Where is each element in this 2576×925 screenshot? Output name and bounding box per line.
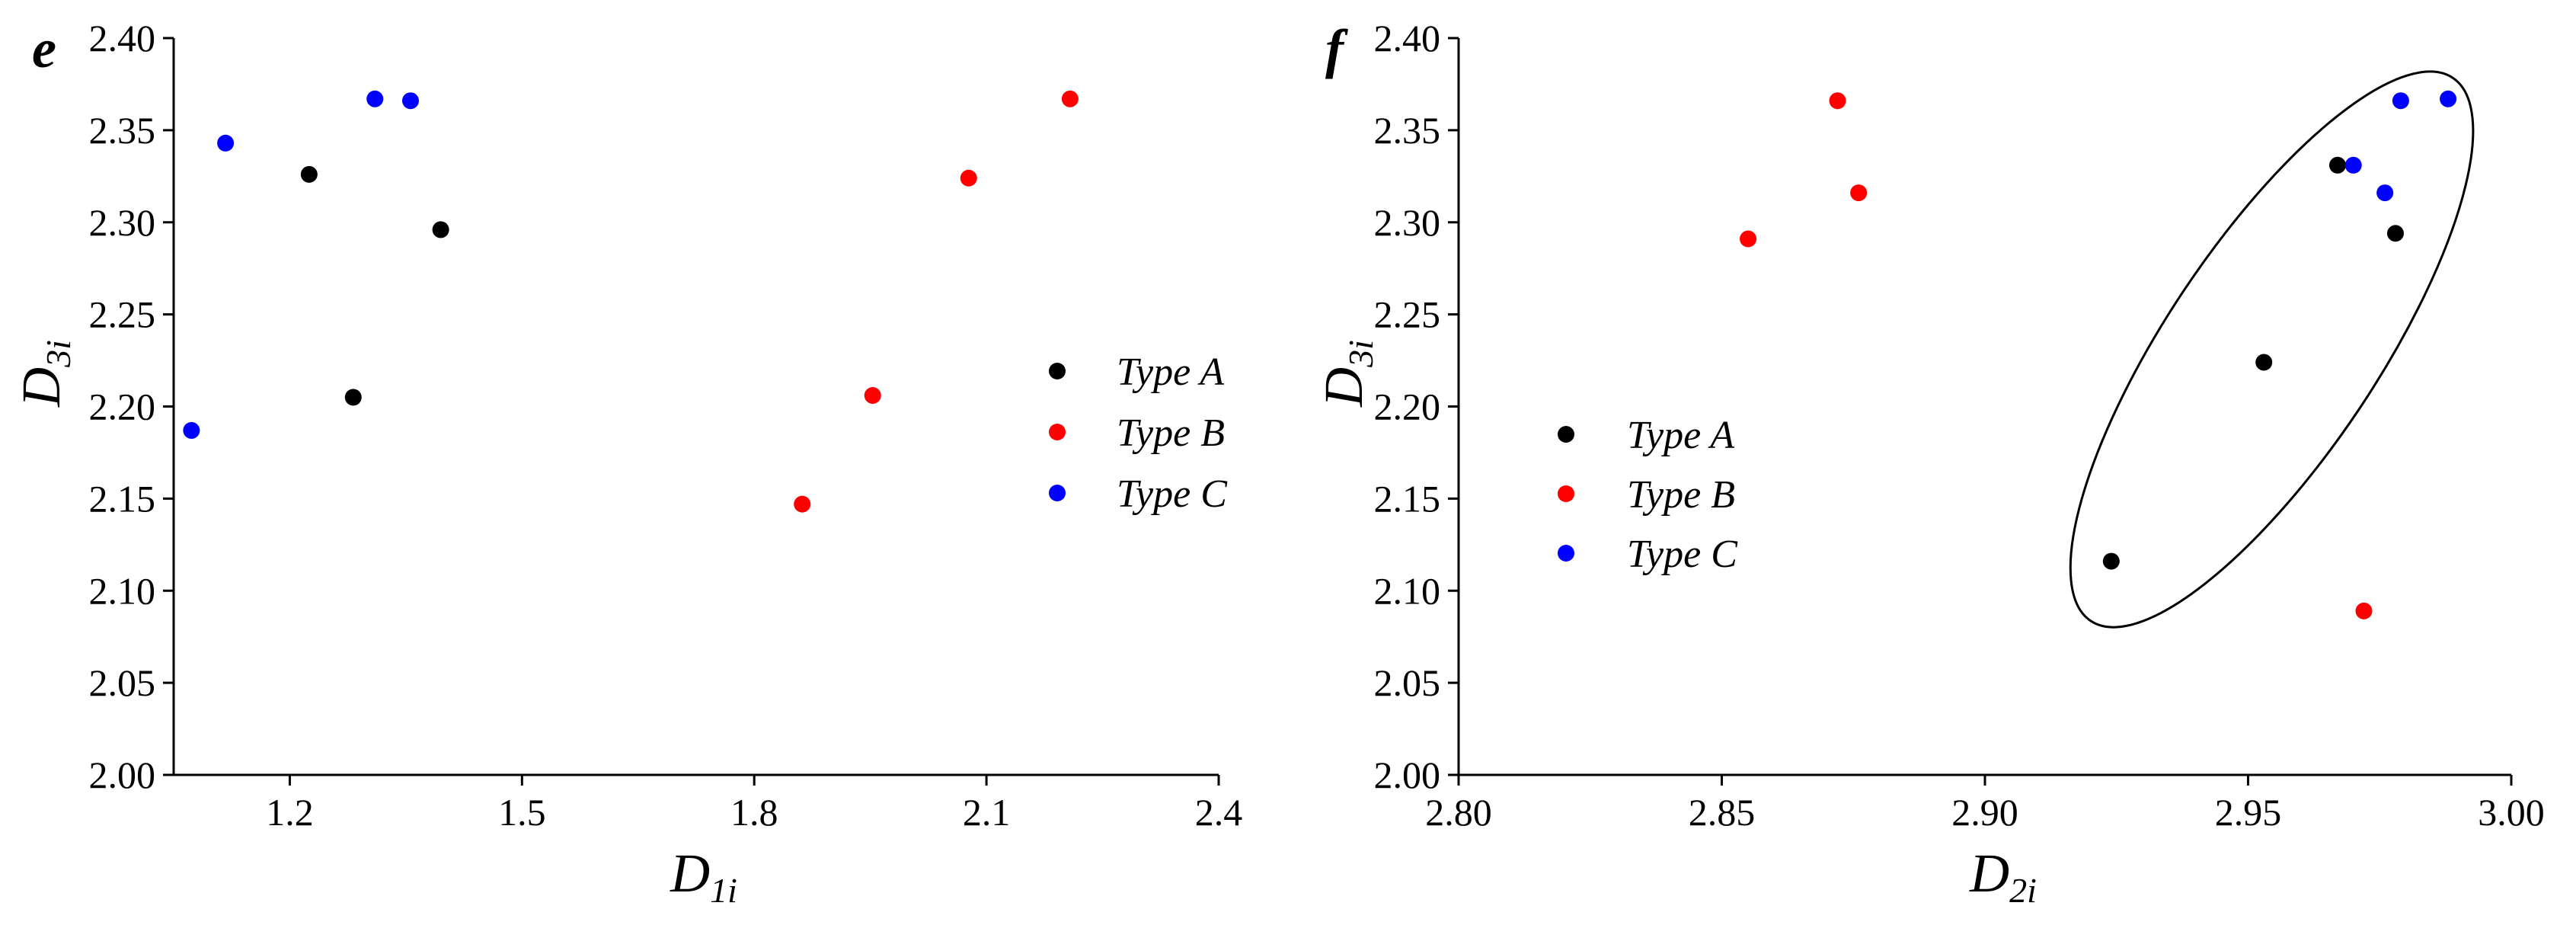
e-point-type-b [1061,90,1079,107]
f-y-axis-title-main: D [1313,367,1374,408]
e-y-tick-label: 2.40 [89,17,156,59]
f-y-tick-label: 2.30 [1374,201,1441,244]
f-y-tick-label: 2.10 [1374,569,1441,612]
f-legend-marker-type-a [1558,426,1574,443]
f-x-axis-title-sub: 2i [2009,871,2037,910]
f-legend-label-type-c: Type C [1627,533,1738,576]
e-y-tick-label: 2.35 [89,109,156,152]
f-point-type-c [2376,184,2394,202]
f-y-axis-title: D3i [1313,340,1380,408]
f-point-type-a [2102,552,2120,570]
f-point-type-a [2328,156,2346,174]
f-panel-letter: f [1325,18,1348,79]
e-y-tick-label: 2.25 [89,293,156,336]
f-point-type-b [1740,230,1757,248]
e-y-tick-label: 2.20 [89,386,156,428]
f-point-type-c [2440,90,2457,107]
f-legend-marker-type-b [1558,485,1574,502]
f-point-type-b [1850,184,1868,202]
f-y-tick-label: 2.20 [1374,386,1441,428]
panel-f-chart: 2.00 2.05 2.10 2.15 2.20 2.25 2.30 2.35 2.40 2.80… [1313,17,2545,910]
f-point-type-c [2344,156,2362,174]
e-y-tick-label: 2.15 [89,477,156,520]
e-legend-marker-type-c [1049,485,1066,501]
e-x-axis-title-main: D [670,843,710,904]
e-legend-label-type-b: Type B [1117,411,1225,455]
f-point-type-b [2355,602,2373,619]
f-x-tick-label: 2.80 [1425,791,1492,834]
e-x-tick-label: 2.4 [1195,791,1243,834]
e-x-tick-label: 1.5 [498,791,546,834]
e-y-tick-label: 2.10 [89,569,156,612]
e-panel-letter: e [32,18,56,79]
e-legend-marker-type-a [1049,363,1066,379]
f-x-axis-title: D2i [1969,843,2037,910]
e-point-type-c [183,421,200,439]
f-x-tick-label: 2.90 [1951,791,2018,834]
e-x-tick-label: 1.8 [730,791,778,834]
e-point-type-a [300,165,318,183]
e-legend-label-type-a: Type A [1117,350,1224,394]
e-y-axis-title-sub: 3i [39,340,78,368]
f-y-tick-label: 2.05 [1374,661,1441,704]
e-y-axis-title-main: D [11,367,72,408]
f-legend-label-type-b: Type B [1627,473,1735,517]
f-point-type-c [2392,92,2409,110]
f-y-axis-title-sub: 3i [1341,340,1380,368]
e-x-tick-label: 1.2 [266,791,314,834]
f-point-type-b [1829,92,1846,110]
e-legend-marker-type-b [1049,424,1066,440]
f-x-axis-title-main: D [1969,843,2009,904]
f-legend-marker-type-c [1558,545,1574,562]
f-cluster-ellipse [2069,70,2475,629]
e-x-axis-title-sub: 1i [710,871,737,910]
f-point-type-a [2386,225,2404,242]
f-y-tick-label: 2.00 [1374,754,1441,796]
e-y-tick-label: 2.05 [89,661,156,704]
e-point-type-b [864,386,881,404]
f-y-tick-label: 2.25 [1374,293,1441,336]
panel-e-chart: 2.00 2.05 2.10 2.15 2.20 2.25 2.30 2.35 2.40 1.2 1… [11,17,1242,910]
f-x-tick-label: 3.00 [2478,791,2545,834]
e-y-axis-title: D3i [11,340,78,408]
e-y-tick-label: 2.30 [89,201,156,244]
e-point-type-a [432,221,449,238]
f-point-type-a [2255,354,2273,371]
f-y-tick-label: 2.40 [1374,17,1441,59]
e-point-type-b [960,169,977,187]
e-y-tick-label: 2.00 [89,754,156,796]
e-legend-label-type-c: Type C [1117,472,1228,516]
f-y-tick-label: 2.15 [1374,477,1441,520]
e-point-type-c [217,134,235,152]
e-point-type-c [366,90,384,107]
e-point-type-b [794,495,811,513]
f-y-tick-label: 2.35 [1374,109,1441,152]
f-x-tick-label: 2.95 [2215,791,2282,834]
f-x-tick-label: 2.85 [1689,791,1756,834]
e-x-tick-label: 2.1 [963,791,1011,834]
e-point-type-c [401,92,419,110]
e-x-axis-title: D1i [670,843,737,910]
f-legend-label-type-a: Type A [1627,414,1734,457]
e-point-type-a [344,389,362,406]
